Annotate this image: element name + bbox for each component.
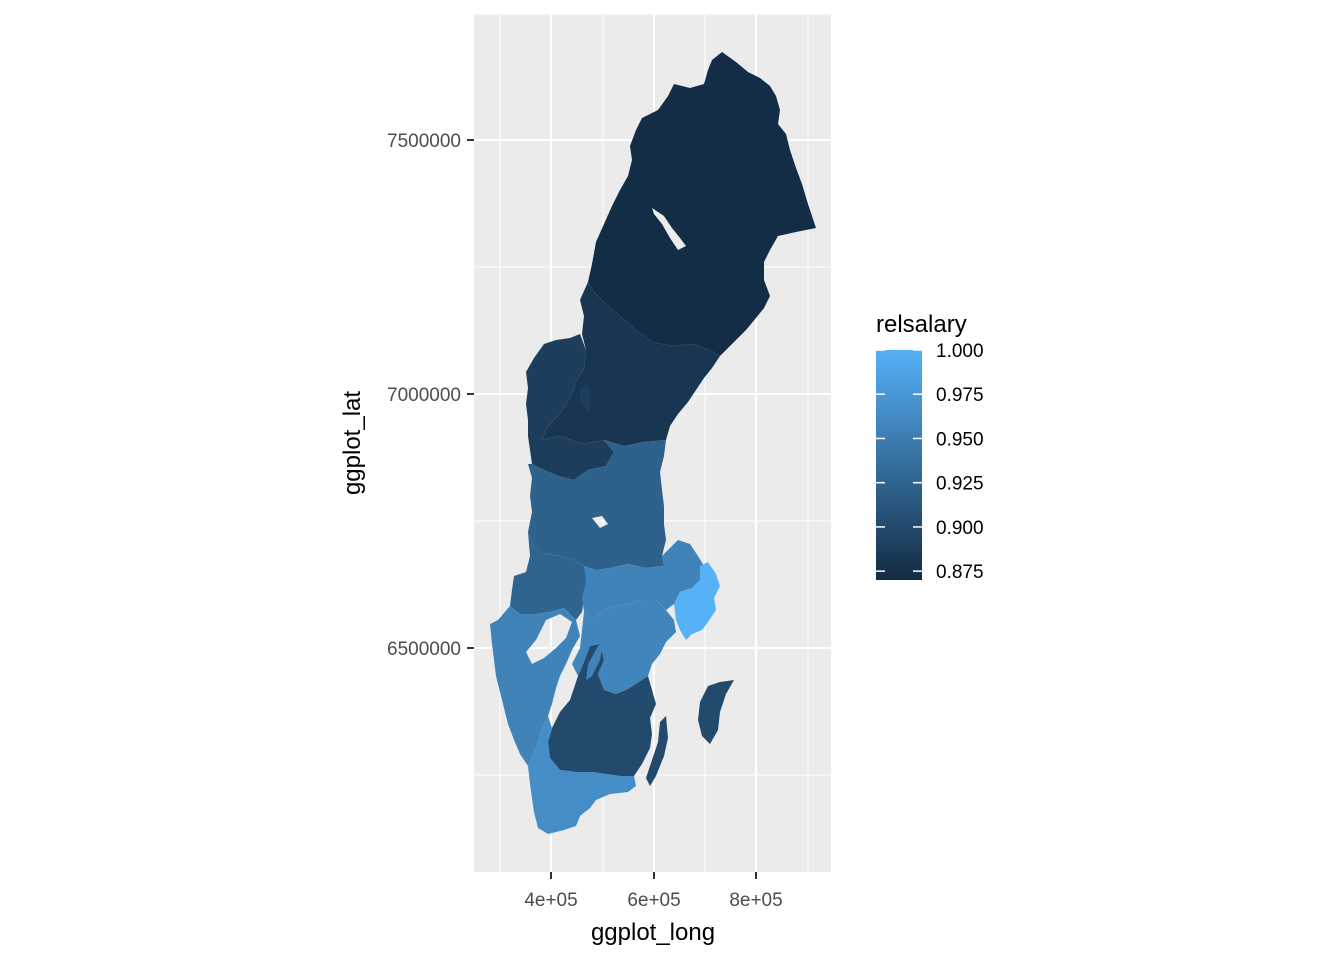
region-jonkoping-kalmar <box>548 644 734 786</box>
x-axis: 4e+05 6e+05 8e+05 ggplot_long <box>524 872 783 946</box>
x-axis-title: ggplot_long <box>591 919 715 946</box>
region-jamtland <box>526 334 614 480</box>
region-orebro-ostergotland <box>572 600 676 694</box>
region-vasternorrland <box>528 440 666 570</box>
region-stockholm <box>674 562 720 640</box>
legend-tick-label: 1.000 <box>936 341 984 362</box>
x-tick-label: 6e+05 <box>627 890 680 911</box>
y-axis-title: ggplot_lat <box>339 391 366 495</box>
legend-colorbar <box>876 350 922 580</box>
y-axis: 7500000 7000000 6500000 ggplot_lat <box>339 131 474 660</box>
legend-ticks: 1.000 0.975 0.950 0.925 0.900 0.875 <box>876 341 984 583</box>
x-tick-label: 4e+05 <box>524 890 577 911</box>
region-uppsala-vastmanland <box>582 540 704 618</box>
region-norrbotten <box>588 52 816 356</box>
region-vastra-gotaland <box>490 606 604 766</box>
legend: relsalary 1.000 0.975 0.950 0.925 0.900 0.875 <box>876 311 984 583</box>
regions <box>490 52 816 834</box>
legend-tick-label: 0.975 <box>936 385 984 406</box>
region-skane-halland <box>528 716 636 834</box>
legend-tick-label: 0.950 <box>936 429 984 450</box>
legend-tick-label: 0.900 <box>936 518 984 539</box>
y-tick-label: 7500000 <box>387 131 461 152</box>
legend-tick-label: 0.875 <box>936 562 984 583</box>
x-tick-label: 8e+05 <box>729 890 782 911</box>
y-tick-label: 7000000 <box>387 385 461 406</box>
legend-title: relsalary <box>876 311 967 338</box>
y-tick-label: 6500000 <box>387 639 461 660</box>
legend-tick-label: 0.925 <box>936 474 984 495</box>
region-dalarna <box>510 532 588 620</box>
